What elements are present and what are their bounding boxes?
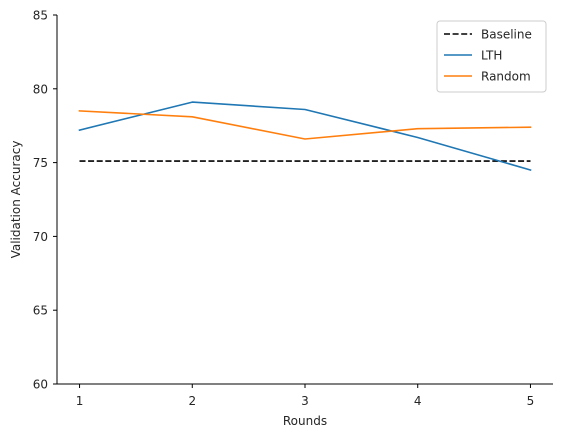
series-line-lth	[78, 101, 532, 171]
series-line-random	[78, 110, 532, 140]
y-axis-title: Validation Accuracy	[9, 141, 23, 259]
plot-area	[78, 101, 532, 171]
legend-label-lth: LTH	[481, 49, 502, 63]
legend-box	[436, 20, 547, 93]
y-tick-label: 75	[33, 156, 48, 170]
y-tick-label: 70	[33, 230, 48, 244]
legend-label-random: Random	[481, 70, 531, 84]
y-tick-label: 65	[33, 304, 48, 318]
y-axis-ticks: 60 65 70 75 80 85	[33, 9, 57, 392]
x-tick-label: 4	[414, 394, 422, 408]
y-tick-label: 80	[33, 82, 48, 96]
x-tick-label: 3	[301, 394, 309, 408]
x-tick-label: 5	[527, 394, 535, 408]
y-tick-label: 60	[33, 378, 48, 392]
x-tick-label: 2	[188, 394, 196, 408]
legend: Baseline LTH Random	[436, 20, 547, 93]
x-tick-label: 1	[76, 394, 84, 408]
x-axis-ticks: 1 2 3 4 5	[76, 384, 535, 408]
x-axis-title: Rounds	[283, 414, 327, 428]
legend-label-baseline: Baseline	[481, 28, 532, 42]
y-tick-label: 85	[33, 9, 48, 23]
